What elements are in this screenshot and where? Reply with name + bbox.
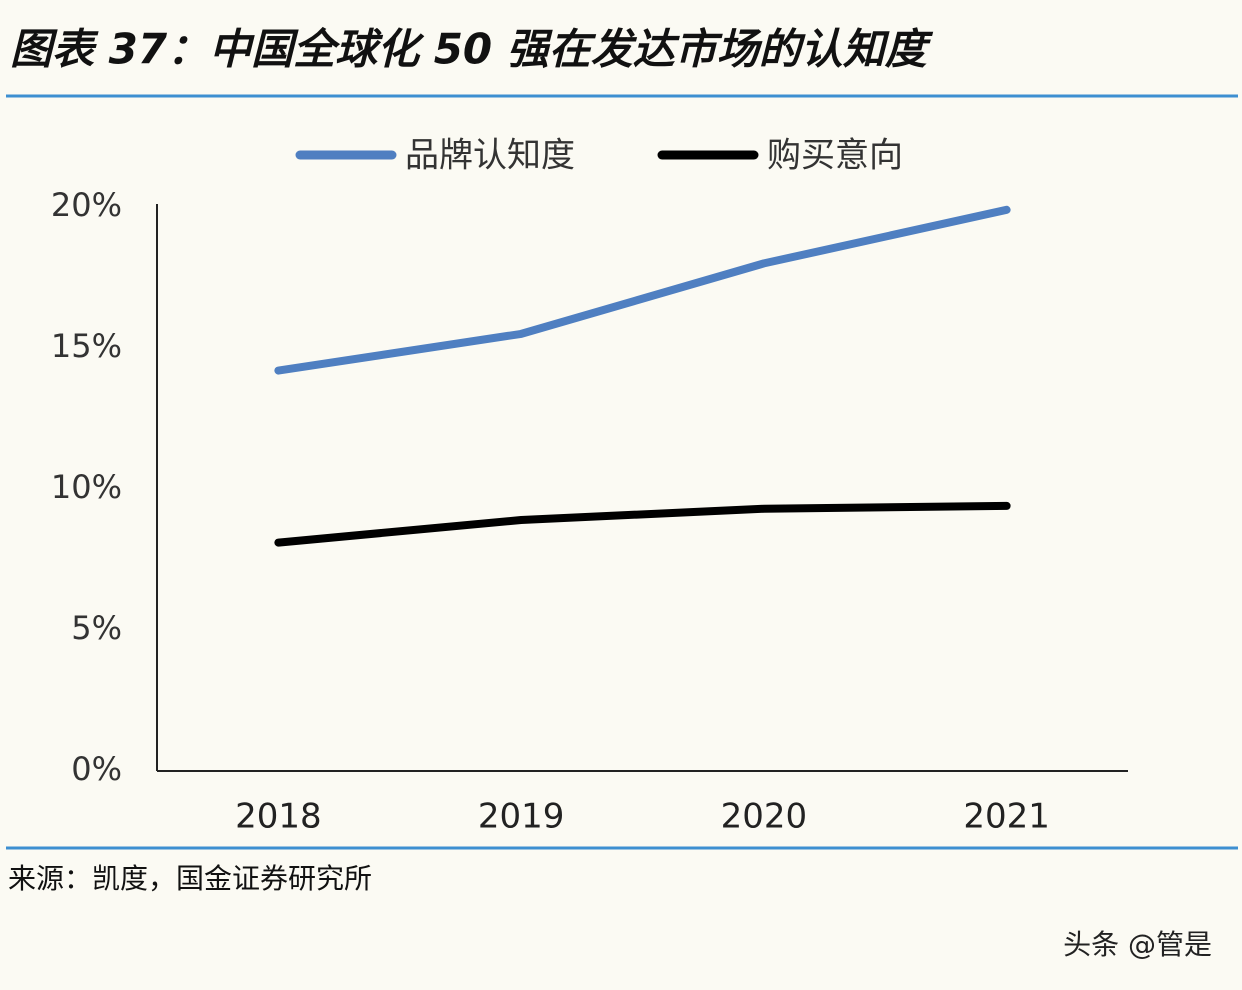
x-tick-label: 2018: [235, 797, 322, 837]
source: 来源：凯度，国金证券研究所: [8, 862, 372, 895]
x-tick-label: 2021: [963, 797, 1050, 837]
legend-label: 购买意向: [767, 136, 903, 176]
y-tick-label: 10%: [51, 468, 122, 506]
series-line: [274, 205, 1011, 375]
y-tick-label: 5%: [71, 609, 122, 647]
y-tick-label: 0%: [71, 750, 122, 788]
watermark: 头条 @管是: [1063, 928, 1212, 961]
series-line: [274, 501, 1011, 547]
y-tick-label: 20%: [51, 186, 122, 224]
chart-title: 图表 37：中国全球化 50 强在发达市场的认知度: [10, 25, 934, 74]
legend-label: 品牌认知度: [405, 136, 575, 176]
x-tick-label: 2019: [478, 797, 565, 837]
x-tick-label: 2020: [721, 797, 808, 837]
y-tick-label: 15%: [51, 327, 122, 365]
